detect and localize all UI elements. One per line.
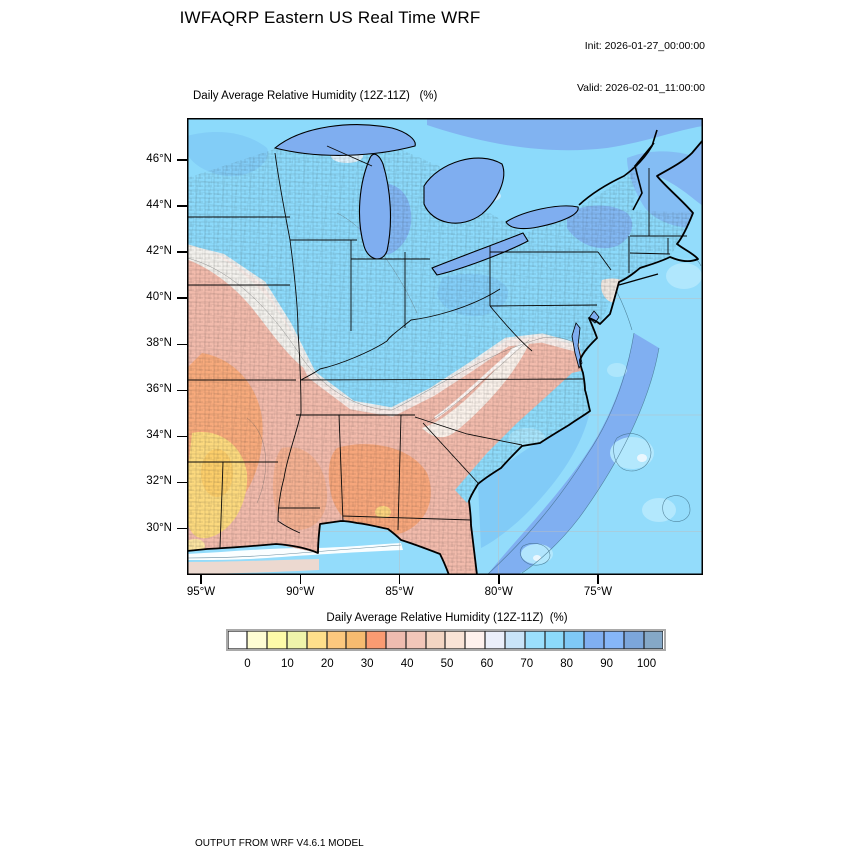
lat-label: 36°N [146,383,172,396]
lon-tick [200,575,202,584]
ocean-contours [187,254,702,575]
lake-superior [273,124,416,156]
init-timestamp: Init: 2026-01-27_00:00:00 [584,40,705,52]
colorbar-cell [504,631,525,649]
colorbar-tick-label: 30 [360,658,374,670]
lat-tick [177,205,187,207]
canada-border [578,129,658,211]
lat-label: 32°N [146,475,172,488]
lon-label: 75°W [583,586,613,598]
map-layers [187,118,703,575]
colorbar-cell [544,631,565,649]
colorbar-title: Daily Average Relative Humidity (12Z-11Z… [326,612,568,624]
lat-tick [177,435,187,438]
colorbar-cell [267,631,287,649]
delaware-bay [588,310,600,324]
colorbar-cell [564,631,585,649]
colorbar-tick-label: 60 [480,658,494,670]
colorbar-cell [346,631,367,649]
chesapeake-bay [571,322,583,370]
lon-label: 85°W [385,586,414,598]
lat-label: 38°N [146,337,172,350]
colorbar-cell [286,631,307,649]
map-frame-border [187,118,703,575]
coastline [187,139,703,575]
lon-label: 95°W [186,586,216,598]
colorbar-tick-label: 0 [244,658,251,670]
lat-label: 46°N [146,153,172,165]
lat-tick [177,481,187,484]
map-title: Daily Average Relative Humidity (12Z-11Z… [193,90,438,102]
colorbar-cell [366,631,386,649]
lat-label: 44°N [146,199,172,212]
lon-tick [498,575,500,584]
colorbar-tick-label: 80 [560,658,574,670]
model-info: OUTPUT FROM WRF V4.6.1 MODEL WE = 310 ; … [195,810,588,850]
lon-label: 90°W [286,586,315,598]
colorbar-cell [584,631,604,649]
colorbar-tick-label: 20 [320,658,334,670]
map-canvas [187,118,703,575]
lake-huron [423,157,505,224]
colorbar-cell [485,631,505,649]
colorbar-cell [425,631,446,649]
colorbar-cell [465,631,486,649]
lon-label: 80°W [484,586,513,598]
lake-michigan [358,153,392,260]
run-times: Init: 2026-01-27_00:00:00 Valid: 2026-02… [577,11,705,123]
colorbar-tick-label: 90 [600,658,613,670]
lat-tick [177,297,187,299]
colorbar-cell [306,631,327,649]
lon-tick [299,575,301,584]
lon-tick [597,575,599,584]
lat-tick [177,251,187,253]
colorbar-cell [405,631,426,649]
lake-ontario [505,205,579,230]
colorbar-cell [386,631,406,649]
colorbar-cell [623,631,644,649]
lat-label: 30°N [146,521,172,534]
colorbar-tick-label: 40 [400,658,414,670]
colorbar-cell [326,631,347,649]
colorbar-cell [227,631,248,649]
colorbar-cell [247,631,268,649]
lat-label: 40°N [146,291,172,304]
colorbar [225,629,666,651]
lat-tick [177,343,187,345]
colorbar-tick-label: 70 [520,658,534,670]
lat-label: 34°N [146,429,172,442]
lat-tick [177,389,187,392]
colorbar-cell [603,631,624,649]
great-lakes [273,124,600,370]
lat-tick [177,527,187,530]
colorbar-tick-label: 10 [280,658,294,670]
colorbar-tick-label: 50 [440,658,454,670]
weather-map-svg [187,118,703,575]
colorbar-cell [643,631,664,649]
page-title: IWFAQRP Eastern US Real Time WRF [179,8,481,27]
valid-timestamp: Valid: 2026-02-01_11:00:00 [576,82,705,94]
colorbar-cell [445,631,466,649]
model-info-line1: OUTPUT FROM WRF V4.6.1 MODEL [195,838,364,849]
state-borders [187,145,687,549]
lat-label: 42°N [146,245,172,258]
colorbar-cell [524,631,545,649]
lon-tick [398,575,401,584]
lat-tick [177,159,187,161]
lake-erie [431,232,529,276]
colorbar-tick-label: 100 [636,658,657,670]
